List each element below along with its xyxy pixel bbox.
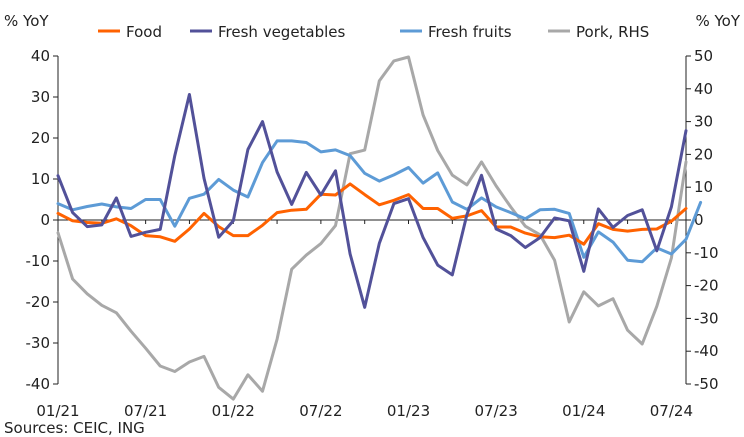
- legend-label-pork: Pork, RHS: [576, 23, 649, 41]
- legend-label-fresh-fruits: Fresh fruits: [428, 23, 512, 41]
- x-axis-tick-label: 01/24: [562, 402, 605, 420]
- x-axis-tick-label: 01/21: [36, 402, 79, 420]
- right-axis-tick-label: 50: [694, 47, 713, 65]
- source-note: Sources: CEIC, ING: [4, 419, 145, 437]
- right-axis-tick-label: -10: [694, 244, 719, 262]
- left-axis-tick-label: -40: [26, 375, 51, 393]
- legend-label-fresh-vegetables: Fresh vegetables: [218, 23, 346, 41]
- left-axis-tick-label: 10: [31, 170, 50, 188]
- right-axis-tick-label: -30: [694, 309, 719, 327]
- x-axis-tick-label: 01/22: [212, 402, 255, 420]
- plot-area: [56, 55, 703, 401]
- left-axis-tick-label: 40: [31, 47, 50, 65]
- right-axis-tick-label: 10: [694, 178, 713, 196]
- left-axis-tick-label: 30: [31, 88, 50, 106]
- series-line-fresh-vegetables: [56, 93, 688, 309]
- left-axis-tick-label: 20: [31, 129, 50, 147]
- legend-label-food: Food: [126, 23, 162, 41]
- left-axis-tick-label: -30: [26, 334, 51, 352]
- right-axis-tick-label: 40: [694, 80, 713, 98]
- left-axis-tick-label: -20: [26, 293, 51, 311]
- left-axis-tick-label: -10: [26, 252, 51, 270]
- right-axis-tick-label: 0: [694, 211, 704, 229]
- left-axis: 40 30 20 10 0 -10 -20 -30 -40: [26, 47, 59, 393]
- right-axis-tick-label: -50: [694, 375, 719, 393]
- right-axis-tick-label: -40: [694, 342, 719, 360]
- right-axis: 50 40 30 20 10 0 -10 -20 -30 -40 -50: [685, 47, 719, 393]
- right-axis-tick-label: 30: [694, 113, 713, 131]
- left-axis-tick-label: 0: [40, 211, 50, 229]
- x-axis-tick-label: 01/23: [387, 402, 430, 420]
- x-axis-tick-label: 07/21: [124, 402, 167, 420]
- x-axis-tick-label: 07/22: [299, 402, 342, 420]
- right-axis-tick-label: 20: [694, 145, 713, 163]
- x-axis-tick-label: 07/24: [650, 402, 693, 420]
- x-axis-tick-label: 07/23: [475, 402, 518, 420]
- left-axis-unit-label: % YoY: [4, 12, 49, 30]
- series-line-food: [56, 182, 688, 246]
- x-axis: 01/21 07/21 01/22 07/22 01/23 07/23 01/24 07/24: [36, 219, 693, 420]
- right-axis-unit-label: % YoY: [695, 12, 740, 30]
- series-line-pork: [56, 55, 688, 401]
- right-axis-tick-label: -20: [694, 277, 719, 295]
- legend: Food Fresh vegetables Fresh fruits Pork,…: [98, 23, 649, 41]
